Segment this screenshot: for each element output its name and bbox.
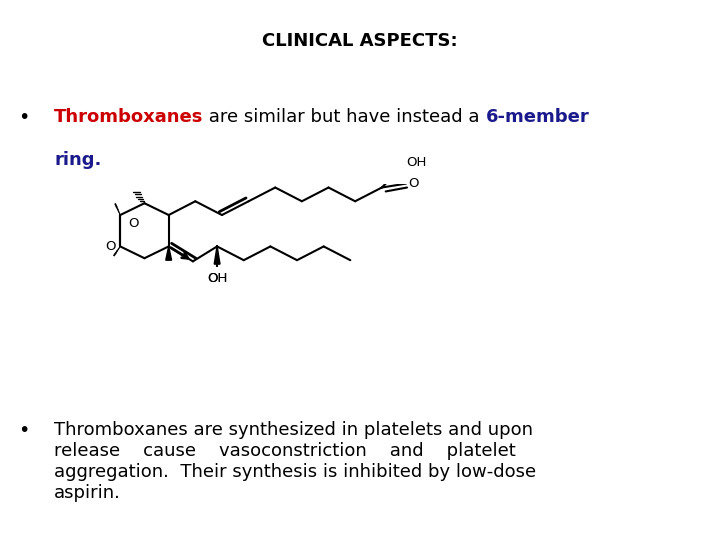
Text: OH: OH	[207, 272, 228, 285]
Text: OH: OH	[406, 156, 426, 168]
Polygon shape	[215, 246, 220, 264]
Text: CLINICAL ASPECTS:: CLINICAL ASPECTS:	[262, 32, 458, 50]
Text: O: O	[408, 177, 419, 190]
Text: •: •	[18, 421, 30, 440]
Text: •: •	[18, 108, 30, 127]
Polygon shape	[166, 246, 171, 260]
Text: Thromboxanes are synthesized in platelets and upon
release    cause    vasoconst: Thromboxanes are synthesized in platelet…	[54, 421, 536, 502]
Text: O: O	[105, 240, 116, 253]
Text: Thromboxanes: Thromboxanes	[54, 108, 203, 126]
Text: OH: OH	[207, 272, 228, 285]
Text: are similar but have instead a: are similar but have instead a	[203, 108, 485, 126]
Text: O: O	[128, 217, 138, 230]
Text: ring.: ring.	[54, 151, 102, 169]
Text: 6-member: 6-member	[485, 108, 590, 126]
